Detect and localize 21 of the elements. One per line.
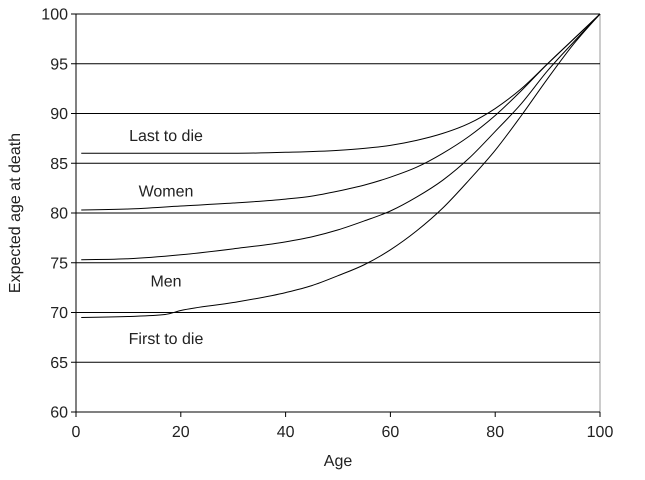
x-axis-title: Age xyxy=(324,453,352,470)
series-label: Women xyxy=(138,184,194,201)
y-tick-label: 90 xyxy=(50,106,68,124)
series-label: Last to die xyxy=(129,128,204,145)
y-tick-label: 75 xyxy=(50,255,68,272)
x-tick-label: 60 xyxy=(382,424,400,441)
y-tick-label: 65 xyxy=(50,354,68,372)
y-tick-label: 70 xyxy=(50,305,68,322)
x-tick-label: 20 xyxy=(172,424,190,441)
y-axis-title: Expected age at death xyxy=(7,132,24,294)
x-tick-label: 40 xyxy=(276,424,295,441)
x-tick-label: 0 xyxy=(72,424,81,441)
y-tick-label: 85 xyxy=(50,156,68,173)
y-tick-label: 95 xyxy=(50,56,68,74)
x-tick-label: 100 xyxy=(586,424,614,441)
series-label: First to die xyxy=(128,331,204,348)
series-label: Men xyxy=(150,273,182,290)
y-tick-label: 60 xyxy=(50,404,68,422)
y-tick-label: 100 xyxy=(41,6,68,24)
y-tick-label: 80 xyxy=(50,206,68,223)
x-tick-label: 80 xyxy=(486,424,504,441)
